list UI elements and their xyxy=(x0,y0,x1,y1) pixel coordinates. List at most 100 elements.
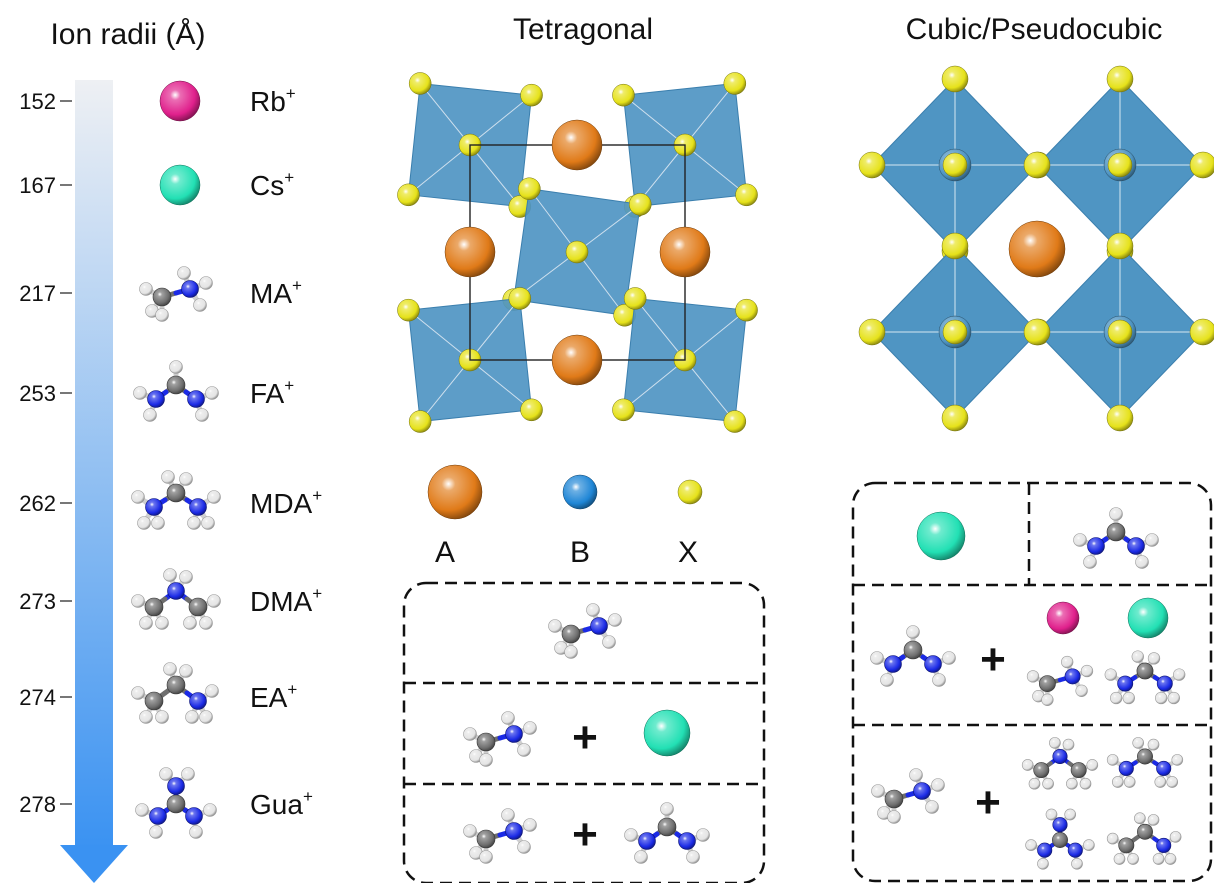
nitrogen-atom xyxy=(189,692,207,710)
nitrogen-atom xyxy=(1064,668,1081,685)
octahedron-edge xyxy=(623,359,686,411)
hydrogen-atom xyxy=(135,803,149,817)
octahedron-edge xyxy=(684,309,747,361)
x-site-atom xyxy=(1189,318,1214,346)
legend-a-label: A xyxy=(435,536,455,569)
x-site-atom xyxy=(520,83,543,107)
carbon-atom xyxy=(884,789,904,809)
carbon-atom xyxy=(1137,748,1153,765)
octahedron-edge xyxy=(576,251,626,316)
nitrogen-atom xyxy=(884,655,902,673)
ion-radius-label: 278 xyxy=(19,792,56,817)
cs-sphere xyxy=(643,709,691,757)
nitrogen-atom xyxy=(505,725,523,743)
ma-molecule xyxy=(548,603,622,659)
carbon-atom xyxy=(144,691,164,711)
ion-radius-label: 217 xyxy=(19,281,56,306)
tetragonal-box-border xyxy=(402,581,766,883)
hydrogen-atom xyxy=(1127,853,1139,865)
ion-row: 273 DMA+ xyxy=(19,568,322,630)
x-site-atom xyxy=(941,404,969,432)
ion-row: 167 Cs+ xyxy=(19,164,294,206)
octahedron-edge xyxy=(408,309,471,361)
hydrogen-atom xyxy=(137,516,151,530)
hydrogen-atom xyxy=(1147,738,1160,751)
hydrogen-atom xyxy=(1132,737,1145,749)
plus-sign: + xyxy=(572,713,598,762)
fa-molecule xyxy=(870,625,956,687)
ion-charge: + xyxy=(312,584,322,603)
x-site-atom xyxy=(612,83,635,107)
hydrogen-atom xyxy=(1164,853,1177,865)
hydrogen-atom xyxy=(1083,555,1097,569)
ion-name: EA xyxy=(250,682,288,713)
carbon-atom xyxy=(166,675,186,695)
x-site-atom xyxy=(1023,318,1051,346)
nitrogen-atom xyxy=(1067,842,1083,858)
ion-name-label: DMA+ xyxy=(250,584,322,617)
carbon-atom xyxy=(561,624,581,644)
hydrogen-atom xyxy=(1154,776,1167,788)
octahedron-edge xyxy=(469,144,521,207)
nitrogen-atom xyxy=(145,498,163,516)
carbon-atom xyxy=(1136,662,1154,680)
hydrogen-atom xyxy=(1135,555,1149,569)
x-site-atom xyxy=(408,72,432,95)
x-site-atom xyxy=(1106,232,1134,260)
fa-molecule xyxy=(624,802,710,864)
ea-molecule xyxy=(131,662,219,724)
hydrogen-atom xyxy=(1155,691,1168,705)
hydrogen-atom xyxy=(139,282,153,296)
nitrogen-atom xyxy=(678,832,696,850)
hydrogen-atom xyxy=(163,662,177,676)
hydrogen-atom xyxy=(925,800,939,814)
hydrogen-atom xyxy=(1045,808,1058,821)
plus-sign: + xyxy=(975,778,1001,827)
hydrogen-atom xyxy=(523,818,537,832)
ion-name: DMA xyxy=(250,586,313,617)
cs-sphere xyxy=(1127,597,1169,639)
nitrogen-atom xyxy=(185,807,203,825)
hydrogen-atom xyxy=(155,710,169,724)
x-site-atom xyxy=(623,287,647,310)
x-site-atom xyxy=(397,183,420,207)
hydrogen-atom xyxy=(207,594,221,608)
x-site-legend-sphere xyxy=(677,479,703,505)
nitrogen-atom xyxy=(189,498,207,516)
ion-charge: + xyxy=(286,84,296,103)
hydrogen-atom xyxy=(1026,670,1040,683)
octahedron-edge xyxy=(684,83,736,146)
x-site-atom xyxy=(1106,404,1134,432)
ion-radius-label: 167 xyxy=(19,173,56,198)
hydrogen-atom xyxy=(1109,507,1123,521)
octahedron-edge xyxy=(684,359,736,422)
hydrogen-atom xyxy=(1171,754,1184,766)
nitrogen-atom xyxy=(187,390,205,408)
a-site-atom xyxy=(1008,220,1066,278)
carbon-atom xyxy=(1118,837,1135,854)
octahedron xyxy=(1023,232,1214,432)
hydrogen-atom xyxy=(151,516,165,530)
octahedron-edge xyxy=(419,83,471,146)
x-site-atom xyxy=(518,177,541,201)
x-site-atom xyxy=(1107,319,1133,345)
hydrogen-atom xyxy=(139,616,153,630)
ma-molecule xyxy=(1026,655,1094,706)
hydrogen-atom xyxy=(887,810,901,824)
ion-name-label: FA+ xyxy=(250,376,294,409)
carbon-atom xyxy=(166,483,186,503)
tetragonal-title: Tetragonal xyxy=(513,13,653,46)
a-site-atom xyxy=(551,119,603,171)
hydrogen-atom xyxy=(155,616,169,630)
nitrogen-atom xyxy=(1052,748,1068,765)
ion-row: 152 Rb+ xyxy=(19,80,296,122)
hydrogen-atom xyxy=(523,721,537,735)
hydrogen-atom xyxy=(880,673,894,687)
hydrogen-atom xyxy=(1061,655,1074,669)
hydrogen-atom xyxy=(479,753,493,767)
ion-charge: + xyxy=(287,680,297,699)
hydrogen-atom xyxy=(131,686,145,700)
hydrogen-atom xyxy=(163,568,177,582)
ion-name: FA xyxy=(250,378,285,409)
